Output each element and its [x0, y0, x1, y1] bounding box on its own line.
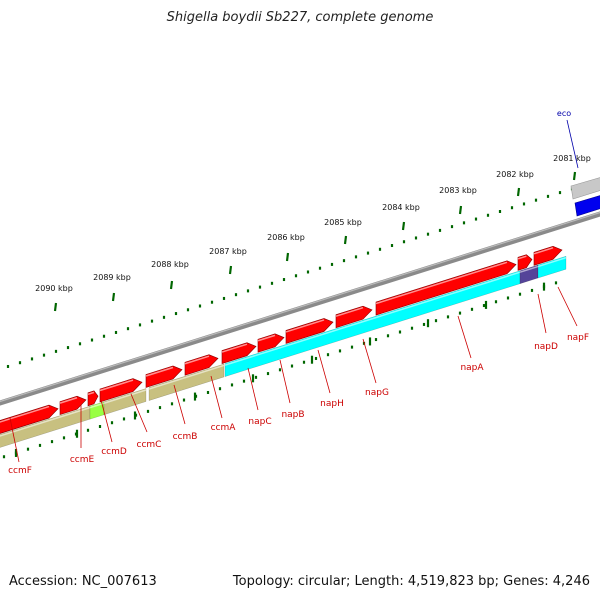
- band-shine: [537, 256, 567, 268]
- ruler-major-tick: [343, 235, 348, 245]
- gene-shine: [533, 247, 554, 255]
- gene-shine: [184, 355, 210, 365]
- gene-label: napA: [460, 363, 484, 373]
- forward-gene-arrow: [145, 365, 183, 388]
- forward-gene-arrow: [375, 260, 517, 316]
- ruler-major-tick: [572, 171, 577, 181]
- gene-leader-line: [247, 367, 259, 411]
- gene-shine: [517, 255, 527, 260]
- ruler-major-tick: [169, 280, 174, 290]
- gene-leader-line: [317, 349, 331, 394]
- ccm-operon-band: [148, 363, 225, 401]
- nap-operon-band: [537, 255, 567, 279]
- gene-leader-line: [457, 315, 472, 359]
- ruler-label: 2084 kbp: [382, 203, 420, 212]
- gene-leader-line: [362, 338, 377, 384]
- gene-leader-line: [130, 393, 148, 433]
- ruler-label: 2086 kbp: [267, 233, 305, 242]
- ruler-major-tick: [401, 221, 406, 231]
- forward-gene-arrow: [517, 254, 533, 271]
- gene-shine: [99, 379, 134, 392]
- ruler-major-tick: [111, 292, 116, 302]
- backbone-highlight: [0, 211, 600, 403]
- ruler-major-tick: [285, 252, 290, 262]
- lower-tick-track: [2, 281, 558, 459]
- eco-label: eco: [557, 109, 571, 118]
- eco-feature: eco: [557, 109, 600, 217]
- topology-info: Topology: circular; Length: 4,519,823 bp…: [232, 574, 590, 589]
- gene-shine: [335, 306, 364, 317]
- gene-label: ccmF: [8, 466, 32, 476]
- ruler-label: 2081 kbp: [553, 154, 591, 163]
- gene-shine: [59, 397, 78, 404]
- gene-labels: ccmF ccmE ccmD ccmC ccmB ccmA napC napB napH napG…: [8, 286, 589, 476]
- forward-gene-arrow: [87, 390, 99, 407]
- gene-label: ccmE: [70, 455, 95, 465]
- band-shine: [0, 406, 91, 437]
- ruler-major-tick: [516, 187, 521, 197]
- forward-gene-arrow: [99, 378, 143, 403]
- gene-label: ccmB: [173, 432, 198, 442]
- forward-gene-arrow: [0, 404, 59, 434]
- operon-track: [0, 255, 567, 448]
- gene-label: napB: [281, 410, 304, 420]
- band-shine: [224, 271, 521, 366]
- gene-label: ccmC: [137, 440, 162, 450]
- gene-leader-line: [210, 375, 223, 419]
- ruler-label: 2089 kbp: [93, 273, 131, 282]
- ruler-major-tick: [228, 265, 233, 275]
- gene-leader-line: [279, 359, 291, 404]
- genome-backbone: [0, 211, 600, 406]
- gene-label: napD: [534, 342, 558, 352]
- gene-shine: [257, 334, 276, 342]
- band-shine: [148, 364, 225, 390]
- gene-leader-line: [557, 286, 578, 327]
- ruler-label: 2083 kbp: [439, 186, 477, 195]
- eco-blue-block: [574, 195, 600, 217]
- forward-gene-arrow: [335, 305, 373, 329]
- ruler-label: 2088 kbp: [151, 260, 189, 269]
- gene-label: napF: [567, 333, 589, 343]
- forward-gene-arrow: [285, 318, 334, 344]
- gene-shine: [285, 319, 325, 333]
- gene-label: ccmA: [211, 423, 237, 433]
- ruler-label: 2085 kbp: [324, 218, 362, 227]
- backbone-line: [0, 211, 600, 406]
- gene-leader-line: [173, 384, 186, 425]
- band-shine: [519, 265, 539, 273]
- ruler-major-tick: [458, 205, 463, 215]
- ruler-label: 2087 kbp: [209, 247, 247, 256]
- gene-leader-line: [100, 399, 113, 443]
- gene-shine: [375, 261, 508, 305]
- gene-shine: [145, 366, 174, 377]
- band-shine: [103, 389, 147, 404]
- eco-gray-block: [570, 177, 600, 200]
- gene-leader-line: [537, 293, 547, 334]
- ruler-major-tick: [53, 302, 58, 312]
- gene-label: napG: [365, 388, 389, 398]
- eco-leader-line: [566, 119, 579, 169]
- kbp-ruler: 2081 kbp 2082 kbp 2083 kbp 2084 kbp 2085 kbp…: [6, 154, 598, 368]
- gene-shine: [221, 343, 248, 353]
- gene-label: napC: [248, 417, 271, 427]
- gene-shine: [87, 391, 95, 395]
- ruler-label: 2090 kbp: [35, 284, 73, 293]
- map-title: Shigella boydii Sb227, complete genome: [166, 10, 434, 25]
- forward-gene-arrow: [221, 342, 257, 364]
- forward-strand-genes: [0, 245, 563, 434]
- gene-shine: [0, 405, 50, 423]
- gene-label: napH: [320, 399, 344, 409]
- ruler-label: 2082 kbp: [496, 170, 534, 179]
- gene-leader-line: [9, 417, 20, 463]
- forward-gene-arrow: [184, 354, 219, 376]
- gene-label: ccmD: [101, 447, 127, 457]
- accession-info: Accession: NC_007613: [9, 574, 157, 589]
